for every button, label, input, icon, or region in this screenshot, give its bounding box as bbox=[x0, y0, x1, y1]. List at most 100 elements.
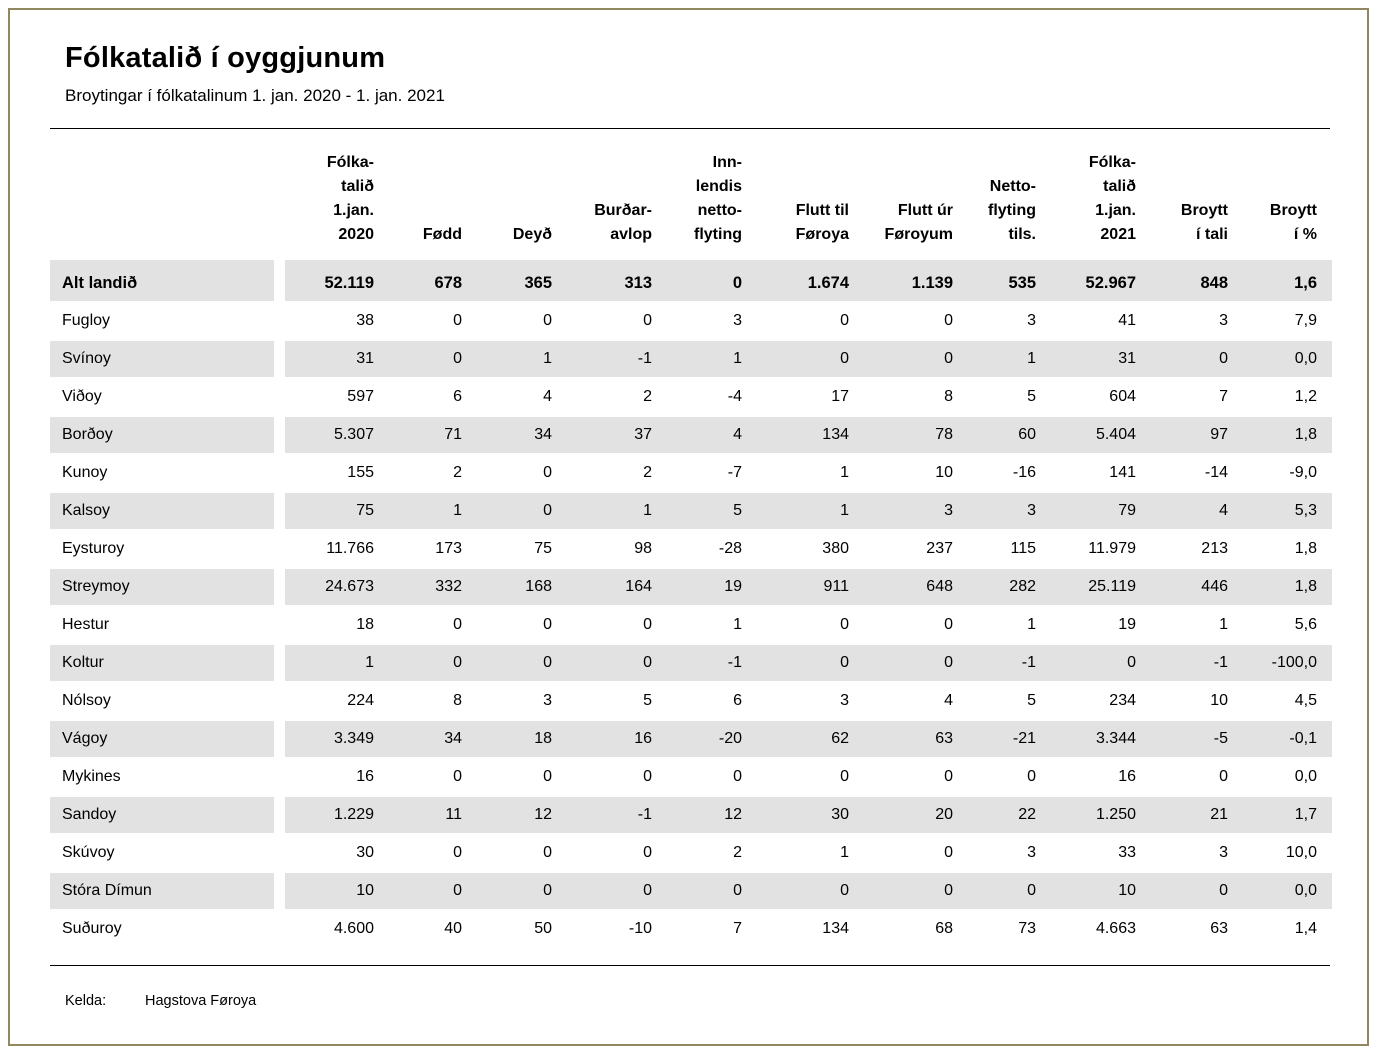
cell-value: 0 bbox=[1151, 872, 1243, 911]
cell-value: 1 bbox=[968, 606, 1051, 645]
table-row: Mykines 16 0 0 0 0 0 0 0 16 0 0,0 bbox=[50, 758, 1332, 797]
cell-value: 0 bbox=[477, 454, 567, 493]
column-gap bbox=[274, 340, 285, 378]
cell-value: 1.674 bbox=[757, 259, 864, 303]
island-name: Viðoy bbox=[50, 378, 274, 417]
cell-value: 50 bbox=[477, 910, 567, 949]
table-row: Fugloy 38 0 0 0 3 0 0 3 41 3 7,9 bbox=[50, 302, 1332, 341]
header-population-2020: Fólka- talið 1.jan. 2020 bbox=[285, 129, 389, 261]
cell-value: -21 bbox=[968, 720, 1051, 759]
page-frame: Fólkatalið í oyggjunum Broytingar í fólk… bbox=[8, 8, 1369, 1046]
column-gap bbox=[274, 259, 285, 302]
cell-value: 0 bbox=[864, 758, 968, 797]
table-row: Viðoy 597 6 4 2 -4 17 8 5 604 7 1,2 bbox=[50, 378, 1332, 417]
cell-value: 10 bbox=[1151, 682, 1243, 721]
cell-value: 848 bbox=[1151, 259, 1243, 303]
cell-value: 25.119 bbox=[1051, 568, 1151, 607]
cell-value: 0 bbox=[864, 302, 968, 341]
island-name: Kalsoy bbox=[50, 492, 274, 531]
cell-value: 3.349 bbox=[285, 720, 389, 759]
cell-value: -1 bbox=[1151, 644, 1243, 683]
cell-value: 0 bbox=[477, 758, 567, 797]
column-gap bbox=[274, 454, 285, 492]
cell-value: 73 bbox=[968, 910, 1051, 949]
cell-value: 0 bbox=[1051, 644, 1151, 683]
header-island bbox=[50, 129, 274, 261]
cell-value: 10,0 bbox=[1243, 834, 1332, 873]
cell-value: 0,0 bbox=[1243, 758, 1332, 797]
cell-value: 33 bbox=[1051, 834, 1151, 873]
column-gap bbox=[274, 378, 285, 416]
cell-value: 8 bbox=[389, 682, 477, 721]
cell-value: 22 bbox=[968, 796, 1051, 835]
cell-value: 3 bbox=[667, 302, 757, 341]
cell-value: 30 bbox=[757, 796, 864, 835]
island-name: Streymoy bbox=[50, 568, 274, 607]
column-gap bbox=[274, 568, 285, 606]
cell-value: 1.250 bbox=[1051, 796, 1151, 835]
cell-value: 8 bbox=[864, 378, 968, 417]
cell-value: 1,7 bbox=[1243, 796, 1332, 835]
island-name: Stóra Dímun bbox=[50, 872, 274, 911]
column-gap bbox=[274, 644, 285, 682]
source-row: Kelda: Hagstova Føroya bbox=[65, 993, 1330, 1009]
cell-value: 0 bbox=[567, 302, 667, 341]
cell-value: -1 bbox=[667, 644, 757, 683]
cell-value: 0 bbox=[968, 872, 1051, 911]
cell-value: 20 bbox=[864, 796, 968, 835]
table-row: Sandoy 1.229 11 12 -1 12 30 20 22 1.250 … bbox=[50, 796, 1332, 835]
cell-value: 237 bbox=[864, 530, 968, 569]
cell-value: 134 bbox=[757, 416, 864, 455]
cell-value: 12 bbox=[667, 796, 757, 835]
cell-value: 365 bbox=[477, 259, 567, 303]
island-name: Nólsoy bbox=[50, 682, 274, 721]
cell-value: 678 bbox=[389, 259, 477, 303]
cell-value: 0 bbox=[567, 834, 667, 873]
cell-value: 115 bbox=[968, 530, 1051, 569]
table-row: Alt landið 52.119 678 365 313 0 1.674 1.… bbox=[50, 259, 1332, 303]
header-change-number: Broytt í tali bbox=[1151, 129, 1243, 261]
cell-value: 0 bbox=[389, 872, 477, 911]
island-name: Alt landið bbox=[50, 259, 274, 303]
cell-value: 2 bbox=[667, 834, 757, 873]
top-rule bbox=[50, 128, 1330, 129]
cell-value: -4 bbox=[667, 378, 757, 417]
cell-value: 41 bbox=[1051, 302, 1151, 341]
table-row: Vágoy 3.349 34 18 16 -20 62 63 -21 3.344… bbox=[50, 720, 1332, 759]
island-name: Svínoy bbox=[50, 340, 274, 379]
cell-value: 3 bbox=[968, 302, 1051, 341]
cell-value: 60 bbox=[968, 416, 1051, 455]
cell-value: 0,0 bbox=[1243, 340, 1332, 379]
cell-value: 52.119 bbox=[285, 259, 389, 303]
source-value: Hagstova Føroya bbox=[145, 993, 257, 1009]
cell-value: 0 bbox=[667, 758, 757, 797]
column-gap bbox=[274, 129, 285, 260]
cell-value: 597 bbox=[285, 378, 389, 417]
cell-value: 3 bbox=[864, 492, 968, 531]
cell-value: 63 bbox=[864, 720, 968, 759]
column-gap bbox=[274, 492, 285, 530]
cell-value: 1 bbox=[477, 340, 567, 379]
cell-value: 1 bbox=[757, 454, 864, 493]
cell-value: 1,8 bbox=[1243, 568, 1332, 607]
cell-value: 4 bbox=[1151, 492, 1243, 531]
cell-value: 1 bbox=[757, 492, 864, 531]
column-gap bbox=[274, 910, 285, 948]
bottom-rule bbox=[50, 965, 1330, 966]
cell-value: 52.967 bbox=[1051, 259, 1151, 303]
cell-value: 0 bbox=[757, 302, 864, 341]
cell-value: 0 bbox=[757, 644, 864, 683]
column-gap bbox=[274, 416, 285, 454]
cell-value: 10 bbox=[1051, 872, 1151, 911]
cell-value: 19 bbox=[667, 568, 757, 607]
column-gap bbox=[274, 302, 285, 340]
island-name: Sandoy bbox=[50, 796, 274, 835]
table-row: Stóra Dímun 10 0 0 0 0 0 0 0 10 0 0,0 bbox=[50, 872, 1332, 911]
cell-value: 380 bbox=[757, 530, 864, 569]
cell-value: 1 bbox=[667, 606, 757, 645]
island-name: Koltur bbox=[50, 644, 274, 683]
column-gap bbox=[274, 872, 285, 910]
cell-value: 0 bbox=[477, 834, 567, 873]
cell-value: 535 bbox=[968, 259, 1051, 303]
cell-value: 10 bbox=[864, 454, 968, 493]
